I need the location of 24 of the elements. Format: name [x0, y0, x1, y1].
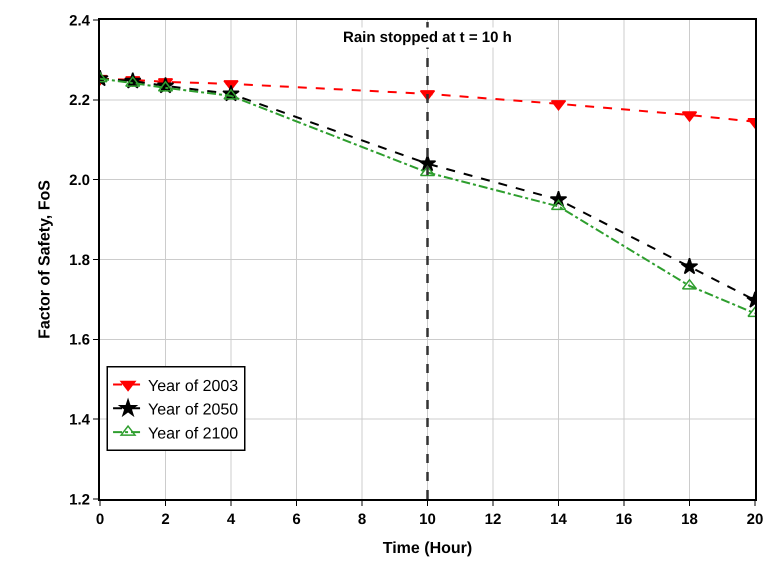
y-tick-label: 1.2 [69, 491, 90, 508]
x-tick-label: 10 [419, 511, 436, 528]
y-axis-title: Factor of Safety, FoS [36, 180, 54, 339]
legend-label: Year of 2003 [148, 378, 238, 395]
x-axis-title: Time (Hour) [382, 540, 472, 558]
x-tick-label: 18 [681, 511, 698, 528]
y-tick-label: 2.4 [69, 12, 91, 30]
x-tick-label: 14 [550, 511, 568, 528]
y-tick-label: 1.6 [69, 332, 90, 349]
y-tick-label: 2.0 [69, 172, 90, 189]
x-tick-label: 20 [746, 511, 764, 528]
x-tick-label: 0 [96, 511, 104, 528]
legend-label: Year of 2050 [148, 402, 238, 419]
y-tick-label: 1.8 [69, 252, 90, 269]
x-tick-label: 2 [161, 511, 170, 528]
x-tick-label: 12 [484, 511, 502, 528]
x-tick-label: 8 [358, 511, 366, 528]
ref-line-label: Rain stopped at t = 10 h [343, 29, 512, 46]
x-tick-label: 16 [616, 511, 632, 528]
y-tick-label: 2.2 [69, 92, 90, 110]
x-tick-label: 4 [226, 511, 236, 528]
legend-label: Year of 2100 [148, 425, 238, 442]
y-tick-label: 1.4 [69, 411, 91, 428]
x-tick-label: 6 [292, 511, 301, 528]
